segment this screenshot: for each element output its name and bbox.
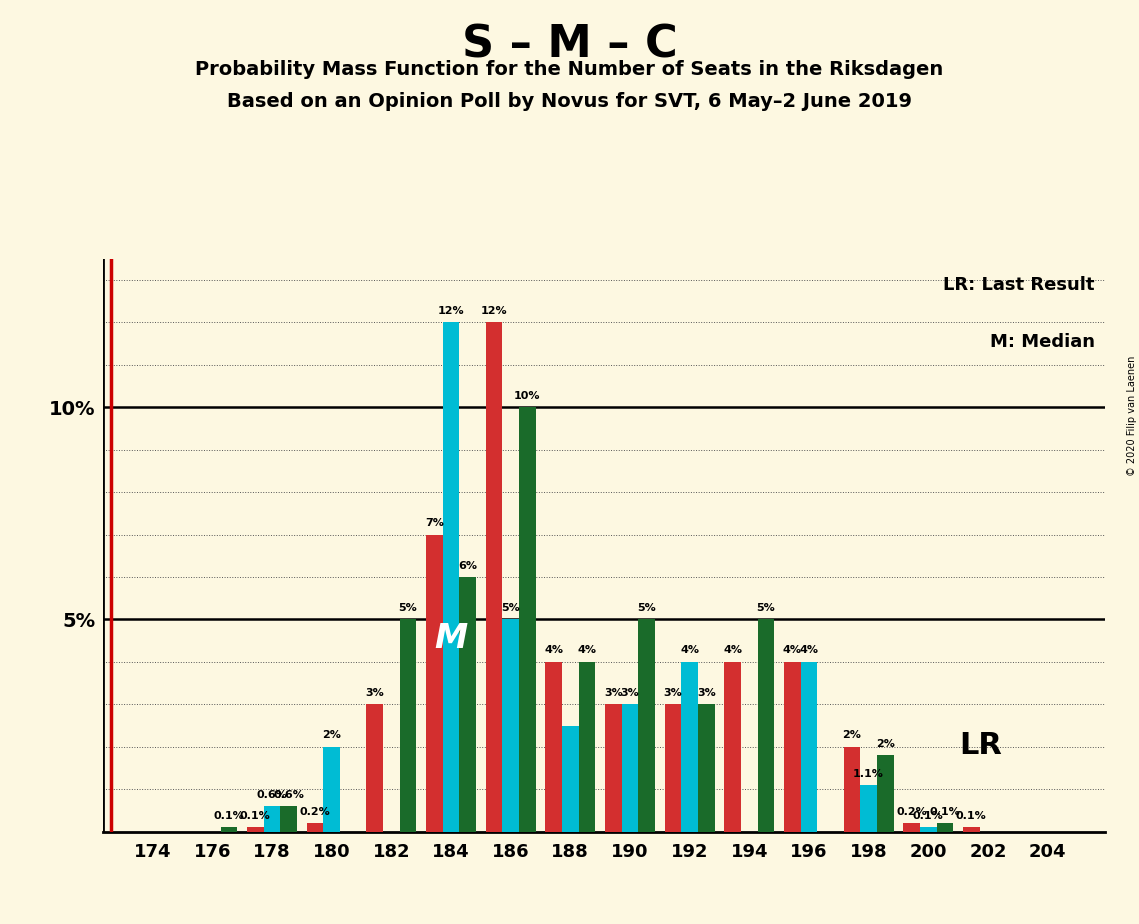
Bar — [323, 747, 339, 832]
Text: LR: Last Result: LR: Last Result — [943, 276, 1095, 294]
Bar — [698, 704, 714, 832]
Text: 2%: 2% — [876, 739, 895, 748]
Bar — [562, 725, 579, 832]
Bar — [801, 662, 818, 832]
Bar — [459, 577, 476, 832]
Text: 5%: 5% — [501, 603, 521, 613]
Bar — [400, 619, 417, 832]
Bar — [306, 823, 323, 832]
Text: 5%: 5% — [756, 603, 776, 613]
Text: © 2020 Filip van Laenen: © 2020 Filip van Laenen — [1126, 356, 1137, 476]
Text: 5%: 5% — [637, 603, 656, 613]
Bar — [681, 662, 698, 832]
Bar — [903, 823, 920, 832]
Bar — [579, 662, 596, 832]
Text: 1.1%: 1.1% — [853, 769, 884, 779]
Bar — [724, 662, 740, 832]
Text: 3%: 3% — [604, 688, 623, 698]
Text: 0.6%: 0.6% — [273, 790, 304, 800]
Bar — [860, 784, 877, 832]
Text: 0.2%: 0.2% — [896, 807, 927, 817]
Text: LR: LR — [959, 731, 1002, 760]
Text: 0.1%: 0.1% — [929, 807, 960, 817]
Text: 3%: 3% — [366, 688, 384, 698]
Bar — [962, 827, 980, 832]
Bar — [920, 827, 936, 832]
Bar — [280, 806, 297, 832]
Text: 12%: 12% — [481, 306, 507, 316]
Text: S – M – C: S – M – C — [461, 23, 678, 67]
Bar — [426, 535, 443, 832]
Text: 0.2%: 0.2% — [300, 807, 330, 817]
Bar — [502, 619, 519, 832]
Bar — [638, 619, 655, 832]
Text: 2%: 2% — [322, 730, 341, 740]
Text: 3%: 3% — [664, 688, 682, 698]
Bar — [485, 322, 502, 832]
Text: 2%: 2% — [843, 730, 861, 740]
Bar — [877, 755, 894, 832]
Text: 4%: 4% — [800, 646, 819, 655]
Bar — [263, 806, 280, 832]
Text: 3%: 3% — [621, 688, 639, 698]
Text: 4%: 4% — [544, 646, 563, 655]
Text: 4%: 4% — [680, 646, 699, 655]
Bar — [757, 619, 775, 832]
Text: M: Median: M: Median — [990, 334, 1095, 351]
Bar — [247, 827, 263, 832]
Text: 7%: 7% — [425, 518, 444, 529]
Text: 12%: 12% — [437, 306, 465, 316]
Bar — [844, 747, 860, 832]
Bar — [443, 322, 459, 832]
Text: 5%: 5% — [399, 603, 417, 613]
Text: 0.6%: 0.6% — [256, 790, 287, 800]
Text: Probability Mass Function for the Number of Seats in the Riksdagen: Probability Mass Function for the Number… — [196, 60, 943, 79]
Bar — [936, 823, 953, 832]
Bar — [605, 704, 622, 832]
Bar — [622, 704, 638, 832]
Bar — [784, 662, 801, 832]
Bar — [546, 662, 562, 832]
Text: 0.1%: 0.1% — [214, 811, 245, 821]
Bar — [519, 407, 535, 832]
Text: 6%: 6% — [458, 561, 477, 571]
Text: 4%: 4% — [782, 646, 802, 655]
Text: 0.1%: 0.1% — [240, 811, 271, 821]
Text: 4%: 4% — [577, 646, 597, 655]
Bar — [367, 704, 383, 832]
Text: 4%: 4% — [723, 646, 741, 655]
Text: 3%: 3% — [697, 688, 715, 698]
Text: 0.1%: 0.1% — [912, 811, 943, 821]
Bar — [664, 704, 681, 832]
Text: M: M — [434, 622, 468, 654]
Bar — [221, 827, 237, 832]
Text: Based on an Opinion Poll by Novus for SVT, 6 May–2 June 2019: Based on an Opinion Poll by Novus for SV… — [227, 92, 912, 112]
Text: 0.1%: 0.1% — [956, 811, 986, 821]
Text: 10%: 10% — [514, 391, 541, 401]
